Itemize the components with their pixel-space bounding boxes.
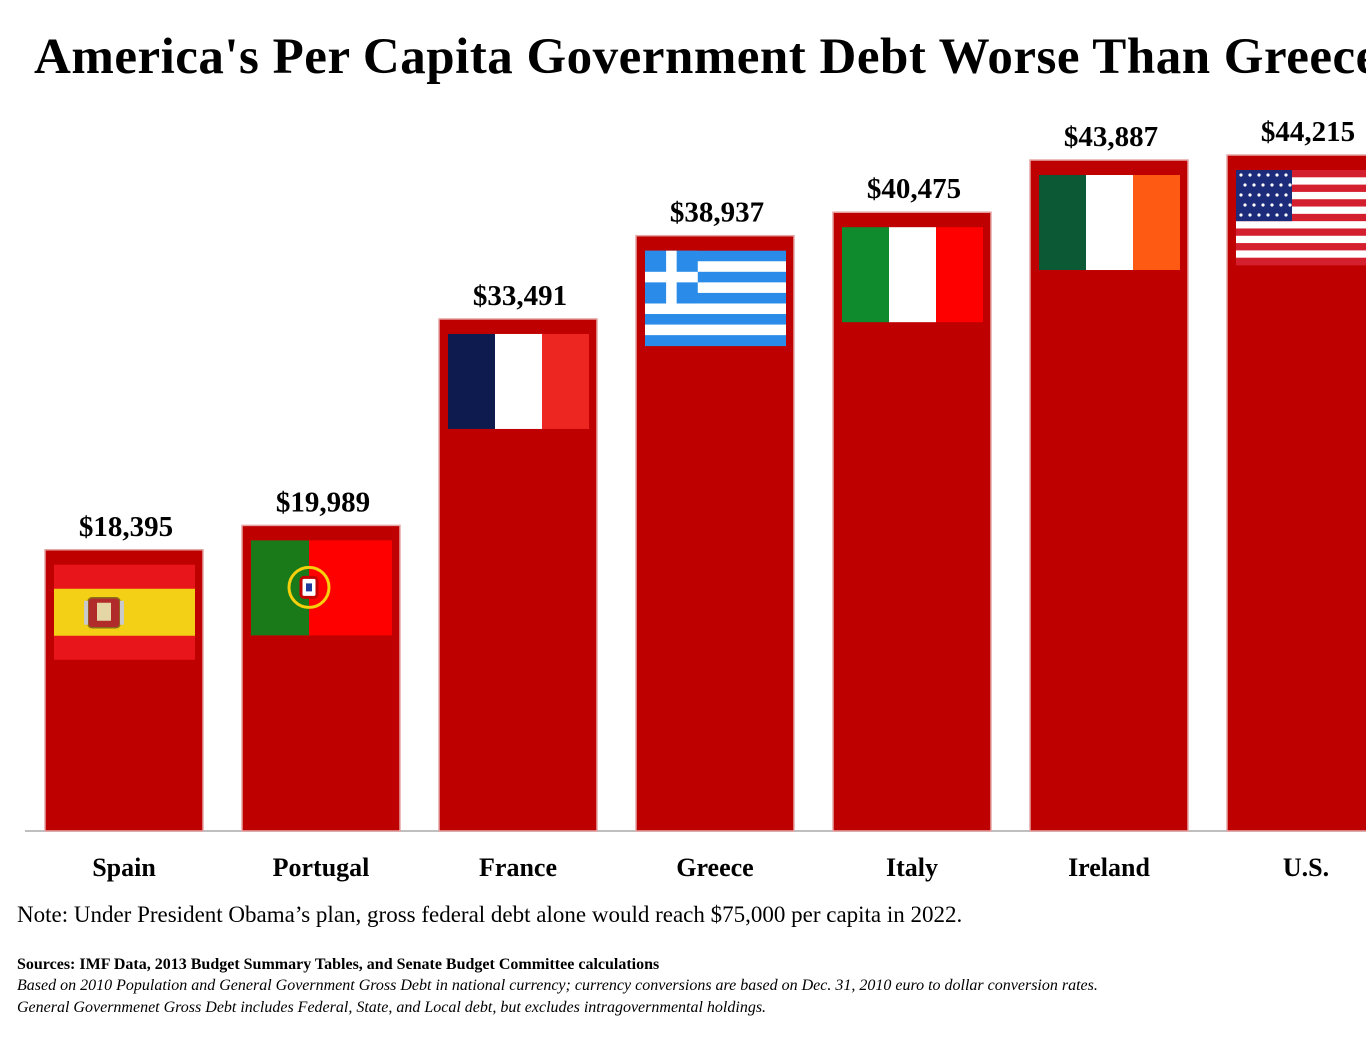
value-label: $33,491 — [473, 280, 567, 312]
chart-title: America's Per Capita Government Debt Wor… — [34, 29, 1366, 85]
bar-us — [1226, 154, 1366, 832]
debt-definition-note: General Governmenet Gross Debt includes … — [17, 999, 767, 1016]
sources-line: Sources: IMF Data, 2013 Budget Summary T… — [17, 956, 660, 973]
italy-flag-icon — [842, 227, 983, 323]
bar-chart: $18,395 Spain $19,989 Portugal $33,491 France… — [25, 116, 1366, 882]
value-label: $44,215 — [1261, 116, 1355, 148]
value-label: $19,989 — [276, 486, 370, 518]
chart-note: Note: Under President Obama’s plan, gros… — [17, 902, 963, 927]
france-flag-icon — [448, 333, 589, 429]
spain-flag-icon — [54, 564, 195, 660]
value-label: $43,887 — [1064, 121, 1158, 153]
category-label: Spain — [92, 853, 156, 882]
category-label: Portugal — [273, 853, 370, 882]
greece-flag-icon — [645, 250, 786, 347]
category-label: France — [479, 853, 557, 882]
category-label: Ireland — [1068, 853, 1150, 882]
us-flag-icon — [1236, 170, 1366, 266]
ireland-flag-icon — [1039, 175, 1180, 271]
value-label: $40,475 — [867, 173, 961, 205]
category-label: Greece — [676, 853, 753, 882]
bar-ireland — [1029, 159, 1189, 832]
category-label: U.S. — [1283, 853, 1329, 882]
value-label: $38,937 — [670, 197, 764, 229]
portugal-flag-icon — [251, 540, 392, 636]
category-label: Italy — [886, 853, 938, 882]
value-label: $18,395 — [79, 511, 173, 543]
methodology-note: Based on 2010 Population and General Gov… — [17, 977, 1098, 994]
